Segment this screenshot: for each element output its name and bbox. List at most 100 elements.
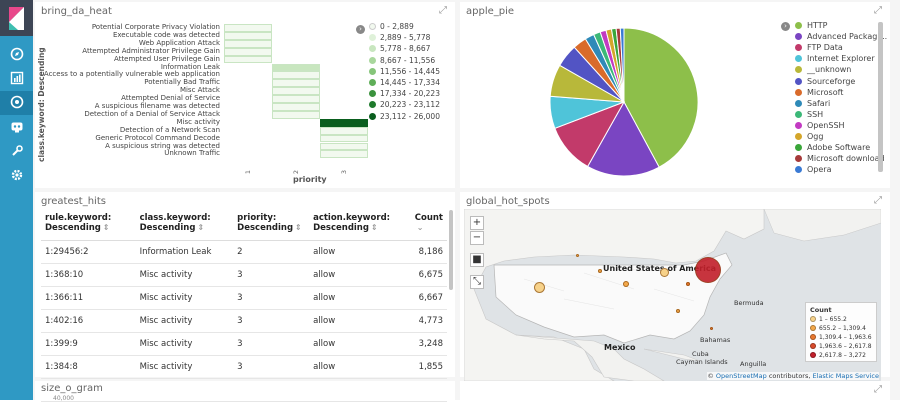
pie-legend-item[interactable]: Advanced Packagi... (795, 32, 887, 41)
zoom-out-button[interactable]: − (470, 231, 484, 245)
map-bubble[interactable] (598, 269, 602, 273)
map-bubble[interactable] (695, 257, 721, 283)
heatmap-cell[interactable] (320, 126, 368, 135)
panel-title: global_hot_spots (466, 196, 550, 207)
expand-icon[interactable]: ⤢ (874, 384, 882, 395)
table-row[interactable]: 1:368:10 Misc activity 3 allow 6,675 (41, 263, 447, 287)
settings-icon[interactable] (0, 164, 33, 188)
table-row[interactable]: 1:399:9 Misc activity 3 allow 3,248 (41, 332, 447, 356)
heatmap-cell[interactable] (320, 150, 368, 159)
heatmap-legend-item[interactable]: 20,223 - 23,112 (369, 100, 440, 109)
legend-scrollbar[interactable] (878, 22, 883, 172)
y-axis-title: class.keyword: Descending (37, 47, 46, 162)
heatmap-legend-item[interactable]: 2,889 - 5,778 (369, 33, 430, 42)
expand-icon[interactable]: ⤢ (874, 5, 882, 16)
header-label: Descending (45, 223, 101, 233)
pie-slice[interactable] (619, 27, 625, 103)
map-bubble[interactable] (576, 254, 579, 257)
zoom-in-button[interactable]: + (470, 216, 484, 230)
table-row[interactable]: 1:402:16 Misc activity 3 allow 4,773 (41, 309, 447, 333)
map-bubble[interactable] (676, 309, 680, 313)
heatmap-cell[interactable] (224, 31, 272, 40)
pie-legend-item[interactable]: Ogg (795, 132, 823, 141)
map-bubble[interactable] (534, 282, 545, 293)
pie-legend-item[interactable]: SSH (795, 110, 823, 119)
sort-icon[interactable]: ⇕ (295, 223, 302, 232)
heatmap-cell[interactable] (320, 142, 368, 151)
visualize-icon[interactable] (0, 67, 33, 91)
pie-slice[interactable] (586, 100, 660, 177)
heatmap-cell[interactable] (272, 79, 320, 88)
ems-link[interactable]: Elastic Maps Service (812, 372, 879, 380)
discover-icon[interactable] (0, 43, 33, 67)
map-bubble[interactable] (710, 327, 713, 330)
column-header[interactable]: Count ⌄ (410, 210, 447, 241)
kibana-logo[interactable] (0, 0, 33, 36)
pie-legend-item[interactable]: HTTP (795, 21, 827, 30)
pie-slice[interactable] (623, 27, 699, 168)
heatmap-legend-item[interactable]: 23,112 - 26,000 (369, 112, 440, 121)
pie-legend-item[interactable]: Microsoft download (795, 154, 885, 163)
table-row[interactable]: 1:384:8 Misc activity 3 allow 1,855 (41, 355, 447, 379)
pie-legend-item[interactable]: Adobe Software (795, 143, 870, 152)
table-scrollbar[interactable] (449, 210, 453, 290)
heatmap-legend-item[interactable]: 8,667 - 11,556 (369, 56, 435, 65)
heatmap-cell[interactable] (320, 134, 368, 143)
heatmap-legend-item[interactable]: 11,556 - 14,445 (369, 67, 440, 76)
data-table: rule.keyword: Descending ⇕ class.keyword: D… (41, 210, 447, 402)
table-row[interactable]: 1:29456:2 Information Leak 2 allow 8,186 (41, 240, 447, 264)
legend-label: 17,334 - 20,223 (380, 89, 440, 99)
heatmap-legend-item[interactable]: 5,778 - 8,667 (369, 44, 430, 53)
canvas-icon[interactable] (0, 116, 33, 140)
pie-legend-item[interactable]: Safari (795, 99, 830, 108)
dashboard-icon[interactable] (0, 91, 33, 115)
osm-link[interactable]: OpenStreetMap (715, 372, 767, 380)
map-bubble[interactable] (623, 281, 629, 287)
map-bubble[interactable] (686, 282, 690, 286)
heatmap-cell[interactable] (224, 47, 272, 56)
heatmap-cell[interactable] (272, 87, 320, 96)
sort-icon[interactable]: ⇕ (370, 223, 378, 232)
heatmap-legend-item[interactable]: 14,445 - 17,334 (369, 78, 440, 87)
pie-legend-item[interactable]: Internet Explorer (795, 54, 875, 63)
column-header[interactable]: action.keyword: Descending ⇕ (309, 210, 411, 241)
sort-icon[interactable]: ⌄ (416, 223, 424, 232)
devtools-icon[interactable] (0, 140, 33, 164)
heatmap-legend-item[interactable]: 17,334 - 20,223 (369, 89, 440, 98)
legend-toggle-icon[interactable]: › (781, 22, 790, 31)
legend-label: Microsoft download (807, 154, 885, 164)
fit-bounds-button[interactable]: ⤡ (470, 275, 484, 289)
map-canvas[interactable]: + − ■ ⤡ United States of America Mexico … (464, 209, 881, 381)
heatmap-cell[interactable] (224, 24, 272, 32)
sort-icon[interactable]: ⇕ (197, 223, 205, 232)
legend-toggle-icon[interactable]: › (356, 25, 365, 34)
heatmap-cell[interactable] (272, 71, 320, 80)
sort-icon[interactable]: ⇕ (102, 223, 110, 232)
draw-shape-button[interactable]: ■ (470, 253, 484, 267)
expand-icon[interactable]: ⤢ (439, 5, 447, 16)
map-bubble[interactable] (660, 268, 669, 277)
pie-legend-item[interactable]: __unknown (795, 65, 851, 74)
heatmap-cell[interactable] (320, 118, 368, 127)
legend-label: Microsoft (807, 87, 844, 97)
table-row[interactable]: 1:366:11 Misc activity 3 allow 6,667 (41, 286, 447, 310)
column-header[interactable]: class.keyword: Descending ⇕ (135, 210, 234, 241)
pie-legend-item[interactable]: OpenSSH (795, 121, 845, 130)
pie-legend-item[interactable]: Sourceforge (795, 77, 855, 86)
heatmap-cell[interactable] (272, 63, 320, 72)
heatmap-cell[interactable] (272, 103, 320, 111)
heatmap-cell[interactable] (272, 110, 320, 119)
heatmap-legend-item[interactable]: 0 - 2,889 (369, 22, 414, 31)
pie-legend-item[interactable]: FTP Data (795, 43, 843, 52)
column-header[interactable]: rule.keyword: Descending ⇕ (41, 210, 136, 241)
heatmap-cell[interactable] (224, 55, 272, 64)
heatmap-cell[interactable] (224, 39, 272, 48)
heatmap-cell[interactable] (272, 95, 320, 103)
y-tick: 40,000 (53, 395, 74, 402)
legend-swatch (369, 67, 376, 75)
pie-legend-item[interactable]: Opera (795, 165, 832, 174)
pie-legend-item[interactable]: Microsoft (795, 88, 843, 97)
column-header[interactable]: priority: Descending ⇕ (233, 210, 310, 241)
expand-icon[interactable]: ⤢ (874, 195, 882, 206)
legend-swatch (810, 325, 816, 331)
